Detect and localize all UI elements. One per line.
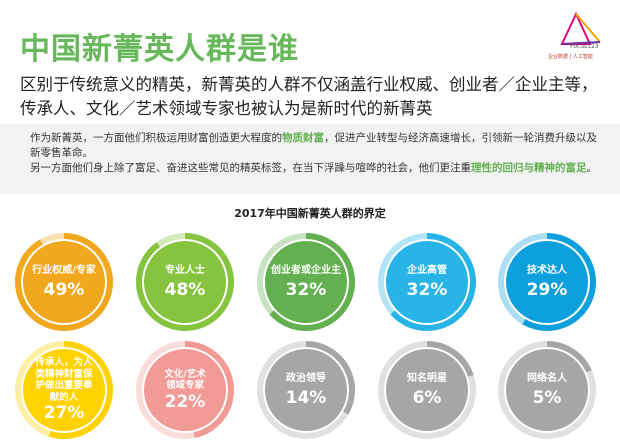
bubble-fill: 企业高管 32% (386, 241, 468, 323)
bubble-ring (136, 233, 234, 331)
bubble-label: 政治领导 (286, 372, 326, 384)
bubble-ring (15, 341, 113, 439)
bubble-label: 类精神财富保 (35, 368, 93, 380)
bubble-label: 传承人，为人 (35, 357, 93, 368)
bubble-value: 5% (532, 387, 562, 408)
bubble-label: 献的人 (49, 391, 79, 403)
description-highlight: 理性的回归与精神的富足 (471, 162, 587, 174)
bubble-item: 传承人，为人 类精神财富保 护做出重要奉 献的人 27% (14, 340, 114, 440)
bubble-item: 企业高管 32% (377, 232, 477, 332)
bubble-value: 29% (526, 279, 568, 300)
bubble-ring (498, 233, 596, 331)
bubble-value-arc (257, 341, 355, 439)
bubble-ring (257, 233, 355, 331)
page-title: 中国新菁英人群是谁 (20, 32, 299, 67)
bubble-value-arc (136, 233, 234, 331)
bubble-item: 网络名人 5% (497, 340, 597, 440)
bubble-item: 政治领导 14% (256, 340, 356, 440)
bubble-value-arc (15, 233, 113, 331)
bubble-label: 专业人士 (165, 264, 205, 276)
bubble-fill: 技术达人 29% (506, 241, 588, 323)
description-text: 。 (586, 162, 598, 174)
bubble-ring (15, 233, 113, 331)
bubble-value: 27% (43, 403, 85, 423)
bubble-fill: 专业人士 48% (144, 241, 226, 323)
bubble-value-arc (378, 341, 476, 439)
bubble-label: 行业权威/专家 (32, 264, 96, 276)
bubble-item: 技术达人 29% (497, 232, 597, 332)
bubble-value: 6% (412, 387, 442, 408)
bubble-fill: 网络名人 5% (506, 349, 588, 431)
bubble-label: 网络名人 (527, 372, 567, 384)
bubble-value: 49% (43, 279, 85, 300)
bubble-value: 22% (164, 391, 206, 412)
bubble-fill: 传承人，为人 类精神财富保 护做出重要奉 献的人 27% (23, 349, 105, 431)
description-highlight: 物质财富 (282, 132, 324, 144)
description-text: ，促进产业转型与经济高速增长，引领新一轮消费升级以及新零售革命。 (30, 132, 597, 159)
bubble-label: 创业者或企业主 (271, 264, 341, 276)
bubble-ring (136, 341, 234, 439)
bubble-item: 行业权威/专家 49% (14, 232, 114, 332)
bubble-value: 32% (406, 279, 448, 300)
bubble-value-arc (136, 341, 234, 439)
bubble-value-arc (257, 233, 355, 331)
logo-brand: Focus123 (570, 43, 599, 50)
bubble-value-arc (498, 341, 596, 439)
logo-tagline: 企业数据 | 人工智能 (548, 54, 593, 60)
bubble-item: 知名明星 6% (377, 340, 477, 440)
bubble-value: 14% (285, 387, 327, 408)
bubble-ring (257, 341, 355, 439)
bubble-label: 护做出重要奉 (35, 380, 93, 391)
bubble-ring (498, 341, 596, 439)
subtitle: 区别于传统意义的精英，新菁英的人群不仅涵盖行业权威、创业者／企业主等，传承人、文… (20, 75, 598, 118)
chart-title: 2017年中国新菁英人群的界定 (234, 207, 386, 220)
logo-icon (560, 11, 601, 45)
bubble-item: 专业人士 48% (135, 232, 235, 332)
bubble-value: 48% (164, 279, 206, 300)
bubble-fill: 政治领导 14% (265, 349, 347, 431)
bubble-label: 企业高管 (407, 264, 447, 276)
bubble-value-arc (15, 341, 113, 439)
description-box: 作为新菁英，一方面他们积极运用财富创造更大程度的物质财富，促进产业转型与经济高速… (0, 124, 620, 194)
bubble-value: 32% (285, 279, 327, 300)
bubble-fill: 知名明星 6% (386, 349, 468, 431)
bubble-value-arc (378, 233, 476, 331)
bubble-item: 创业者或企业主 32% (256, 232, 356, 332)
bubble-fill: 文化/艺术 领域专家 22% (144, 349, 226, 431)
bubble-fill: 创业者或企业主 32% (265, 241, 347, 323)
bubble-label: 技术达人 (527, 264, 567, 276)
bubble-value-arc (498, 233, 596, 331)
bubble-label: 领域专家 (165, 380, 204, 391)
bubble-ring (378, 341, 476, 439)
bubble-item: 文化/艺术 领域专家 22% (135, 340, 235, 440)
bubble-label: 知名明星 (407, 372, 447, 384)
bubble-fill: 行业权威/专家 49% (23, 241, 105, 323)
bubble-label: 文化/艺术 (164, 368, 206, 380)
description-text: 另一方面他们身上除了富足、奋进这些常见的精英标签，在当下浮躁与喧哗的社会，他们更… (30, 162, 471, 174)
description-text: 作为新菁英，一方面他们积极运用财富创造更大程度的 (30, 132, 282, 144)
bubble-ring (378, 233, 476, 331)
